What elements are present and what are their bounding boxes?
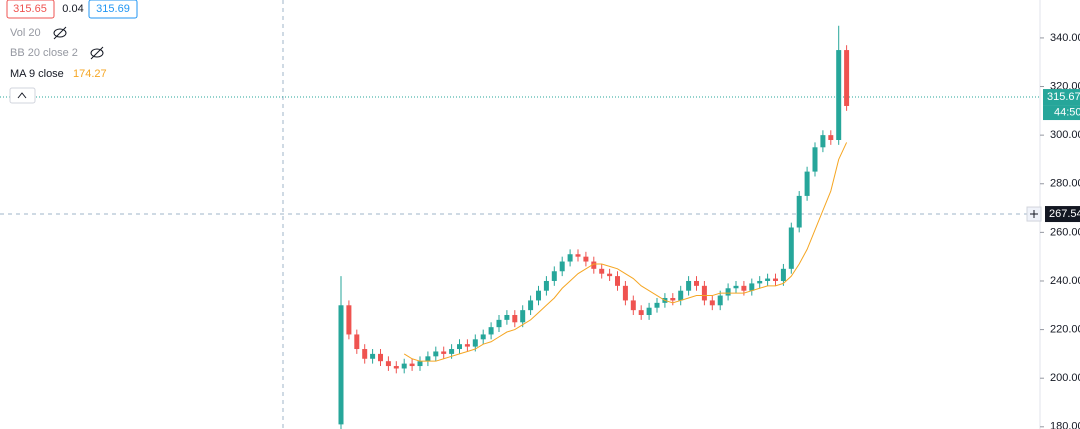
change: 0.04 bbox=[62, 3, 83, 15]
candle-body bbox=[836, 50, 842, 141]
collapse-button[interactable] bbox=[9, 87, 36, 104]
hidden-icon[interactable] bbox=[53, 26, 67, 40]
y-tick-label: 260.00 bbox=[1050, 226, 1080, 238]
y-tick-label: 340.00 bbox=[1050, 32, 1080, 44]
indicator-label[interactable]: Vol 20 bbox=[10, 27, 41, 39]
candle-body bbox=[417, 361, 423, 367]
candle-body bbox=[670, 297, 676, 301]
candle-body bbox=[567, 254, 573, 262]
candle-body bbox=[828, 135, 834, 141]
candle-body bbox=[820, 135, 826, 148]
countdown-tag bbox=[1043, 105, 1080, 121]
y-tick-label: 300.00 bbox=[1050, 129, 1080, 141]
candle-body bbox=[646, 307, 652, 316]
candle-body bbox=[378, 353, 383, 362]
candle-body bbox=[694, 280, 699, 286]
crosshair-tag bbox=[1045, 206, 1080, 223]
candle-body bbox=[701, 285, 707, 301]
candle-body bbox=[370, 353, 376, 359]
countdown: 44:50 bbox=[1054, 106, 1080, 118]
candle-body bbox=[488, 327, 494, 335]
candle-body bbox=[725, 288, 731, 296]
indicator-label[interactable]: MA 9 close bbox=[10, 68, 64, 80]
candle-body bbox=[630, 300, 636, 311]
indicator-label[interactable]: BB 20 close 2 bbox=[10, 47, 78, 59]
candle-body bbox=[678, 290, 684, 301]
candle-body bbox=[796, 195, 802, 228]
last-price-label: 315.67 bbox=[1047, 91, 1080, 103]
candle-body bbox=[741, 285, 747, 291]
candle-body bbox=[472, 339, 478, 347]
candle-body bbox=[733, 285, 739, 289]
candle-body bbox=[615, 276, 620, 286]
candle-body bbox=[844, 50, 850, 106]
crosshair-label: 267.54 bbox=[1049, 208, 1080, 220]
candle-body bbox=[393, 366, 399, 369]
candle-body bbox=[622, 285, 628, 301]
candle-body bbox=[528, 300, 534, 311]
candle-body bbox=[773, 278, 778, 281]
candle-body bbox=[749, 283, 755, 291]
plus-icon bbox=[1030, 210, 1038, 219]
candle-body bbox=[717, 295, 723, 306]
candle-body bbox=[433, 351, 439, 357]
ma-line bbox=[403, 142, 848, 362]
candle-body bbox=[504, 315, 510, 320]
candle-body bbox=[425, 356, 431, 362]
candle-body bbox=[757, 280, 763, 284]
candle-body bbox=[362, 349, 368, 359]
candle-body bbox=[449, 349, 455, 354]
candle-body bbox=[496, 319, 502, 328]
ma-legend-value: 174.27 bbox=[73, 68, 107, 80]
open-price: 315.65 bbox=[13, 3, 47, 15]
y-tick-label: 280.00 bbox=[1050, 178, 1080, 190]
candle-body bbox=[385, 361, 391, 367]
collapse-icon bbox=[17, 92, 27, 99]
close-price: 315.69 bbox=[96, 3, 130, 15]
candle-body bbox=[354, 334, 360, 350]
candle-body bbox=[780, 268, 786, 281]
candle-body bbox=[709, 300, 715, 306]
hidden-icon[interactable] bbox=[90, 46, 104, 60]
candle-body bbox=[551, 271, 557, 281]
candle-body bbox=[599, 268, 605, 274]
candle-body bbox=[559, 261, 565, 272]
y-tick-label: 180.00 bbox=[1050, 421, 1080, 429]
candle-body bbox=[765, 278, 771, 281]
candle-body bbox=[543, 280, 549, 291]
candle-body bbox=[409, 363, 415, 367]
close-box bbox=[88, 0, 138, 19]
candle-body bbox=[575, 254, 581, 257]
candle-body bbox=[457, 344, 462, 350]
last-price-tag bbox=[1043, 89, 1080, 106]
candle-body bbox=[804, 171, 810, 196]
candle-body bbox=[591, 261, 597, 269]
y-tick-label: 240.00 bbox=[1050, 275, 1080, 287]
candle-body bbox=[520, 310, 526, 323]
candle-body bbox=[686, 280, 692, 291]
candle-body bbox=[788, 227, 794, 269]
candle-body bbox=[638, 310, 644, 316]
candle-body bbox=[346, 305, 352, 335]
candle-body bbox=[338, 305, 344, 425]
y-tick-label: 220.00 bbox=[1050, 323, 1080, 335]
candle-body bbox=[464, 344, 470, 347]
candle-body bbox=[480, 334, 486, 340]
candle-body bbox=[583, 256, 589, 262]
candle-body bbox=[441, 351, 447, 354]
candle-body bbox=[607, 273, 613, 277]
candle-body bbox=[401, 363, 407, 369]
open-box bbox=[6, 0, 55, 19]
candle-body bbox=[512, 315, 518, 323]
candle-body bbox=[654, 302, 660, 308]
candle-body bbox=[812, 147, 818, 172]
y-tick-label: 200.00 bbox=[1050, 372, 1080, 384]
candle-body bbox=[536, 290, 541, 301]
